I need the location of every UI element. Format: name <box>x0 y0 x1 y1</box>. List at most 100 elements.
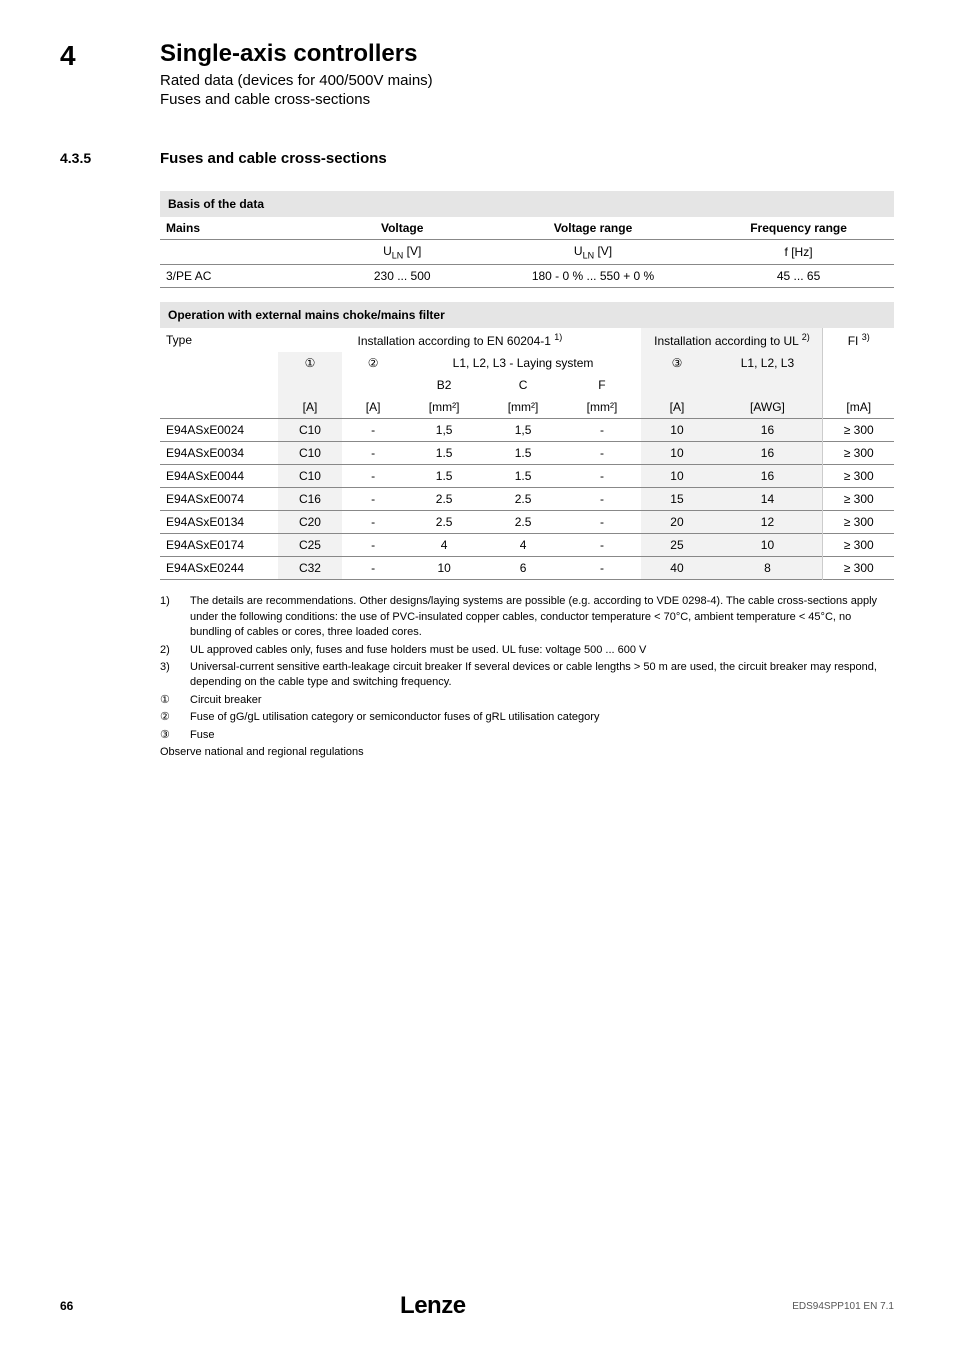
table-row: E94ASxE0174C25-44-2510≥ 300 <box>160 534 894 557</box>
footnote-row: 2) UL approved cables only, fuses and fus… <box>160 643 894 658</box>
table-cell: E94ASxE0024 <box>160 419 278 442</box>
table-cell: 12 <box>712 511 822 534</box>
brand-logo: Lenze <box>400 1292 466 1320</box>
table-cell: C20 <box>278 511 341 534</box>
table-cell: ≥ 300 <box>823 465 894 488</box>
table-cell: E94ASxE0174 <box>160 534 278 557</box>
table-cell: - <box>342 534 405 557</box>
table-cell: - <box>342 419 405 442</box>
table-cell: 10 <box>405 557 484 580</box>
table-cell: 25 <box>641 534 712 557</box>
footnote-text: Universal-current sensitive earth-leakag… <box>190 660 894 691</box>
table-cell: 2.5 <box>405 488 484 511</box>
t2-h2-c2: ② <box>342 352 405 374</box>
t2-h4-ma: [mA] <box>823 396 894 419</box>
t2-h-type: Type <box>160 328 278 352</box>
table-cell: C32 <box>278 557 341 580</box>
table-cell: 2.5 <box>484 511 563 534</box>
section-title: Fuses and cable cross-sections <box>160 150 387 167</box>
table-cell: - <box>563 557 642 580</box>
footnote-key: ③ <box>160 728 178 743</box>
table-cell: - <box>342 465 405 488</box>
table-cell: 16 <box>712 465 822 488</box>
table-row: E94ASxE0044C10-1.51.5-1016≥ 300 <box>160 465 894 488</box>
table-cell: 6 <box>484 557 563 580</box>
footnote-key: ① <box>160 693 178 708</box>
table-cell: C10 <box>278 465 341 488</box>
table-cell: - <box>342 557 405 580</box>
table-cell: 8 <box>712 557 822 580</box>
table-cell: 10 <box>712 534 822 557</box>
table-cell: 15 <box>641 488 712 511</box>
page-footer: 66 Lenze EDS94SPP101 EN 7.1 <box>0 1292 954 1320</box>
footnote-text: Fuse <box>190 728 894 743</box>
doc-id: EDS94SPP101 EN 7.1 <box>792 1301 894 1312</box>
t2-h-en: Installation according to EN 60204-1 1) <box>278 328 641 352</box>
table-cell: E94ASxE0074 <box>160 488 278 511</box>
t2-h3-c: C <box>484 374 563 396</box>
t2-h4-mm3: [mm²] <box>563 396 642 419</box>
footnote-text: Circuit breaker <box>190 693 894 708</box>
footnote-key: 2) <box>160 643 178 658</box>
table1-h-freq: Frequency range <box>703 217 894 240</box>
table2-title: Operation with external mains choke/main… <box>160 302 894 328</box>
t2-h4-a3: [A] <box>641 396 712 419</box>
chapter-subtitle-2: Fuses and cable cross-sections <box>160 91 894 108</box>
chapter-subtitle-1: Rated data (devices for 400/500V mains) <box>160 72 894 89</box>
footnote-key: ② <box>160 710 178 725</box>
table-cell: 16 <box>712 442 822 465</box>
t2-h2-c1: ① <box>278 352 341 374</box>
footnote-key: 1) <box>160 594 178 640</box>
t2-h-fi: FI 3) <box>823 328 894 352</box>
table1-r-range: 180 - 0 % ... 550 + 0 % <box>483 265 703 288</box>
table-cell: - <box>563 488 642 511</box>
table1-title: Basis of the data <box>160 191 894 217</box>
footnote-key: 3) <box>160 660 178 691</box>
table-cell: C10 <box>278 419 341 442</box>
t2-h2-laying: L1, L2, L3 - Laying system <box>405 352 642 374</box>
t2-h4-a1: [A] <box>278 396 341 419</box>
table1-u-voltage: ULN [V] <box>321 240 482 265</box>
table-cell: 10 <box>641 419 712 442</box>
table-cell: E94ASxE0034 <box>160 442 278 465</box>
t2-h4-awg: [AWG] <box>712 396 822 419</box>
table-cell: 40 <box>641 557 712 580</box>
table-cell: 4 <box>484 534 563 557</box>
table-cell: - <box>563 511 642 534</box>
table-cell: 2.5 <box>405 511 484 534</box>
footnote-text: UL approved cables only, fuses and fuse … <box>190 643 894 658</box>
table1-h-voltage: Voltage <box>321 217 482 240</box>
table-cell: 16 <box>712 419 822 442</box>
t2-h3-f: F <box>563 374 642 396</box>
table-cell: 4 <box>405 534 484 557</box>
table-cell: ≥ 300 <box>823 419 894 442</box>
table-cell: ≥ 300 <box>823 488 894 511</box>
table-cell: C16 <box>278 488 341 511</box>
t2-h3-b2: B2 <box>405 374 484 396</box>
table-cell: - <box>563 442 642 465</box>
table1-u-blank <box>160 240 321 265</box>
table-cell: E94ASxE0044 <box>160 465 278 488</box>
table-cell: - <box>342 511 405 534</box>
chapter-title: Single-axis controllers <box>160 40 894 68</box>
table-row: E94ASxE0034C10-1.51.5-1016≥ 300 <box>160 442 894 465</box>
table-cell: ≥ 300 <box>823 442 894 465</box>
footnote-row: 1)The details are recommendations. Other… <box>160 594 894 640</box>
page-number: 66 <box>60 1299 73 1313</box>
table-cell: ≥ 300 <box>823 511 894 534</box>
fuse-table: Type Installation according to EN 60204-… <box>160 328 894 580</box>
table1-h-range: Voltage range <box>483 217 703 240</box>
table-row: E94ASxE0134C20-2.52.5-2012≥ 300 <box>160 511 894 534</box>
t2-h4-mm1: [mm²] <box>405 396 484 419</box>
table-cell: E94ASxE0244 <box>160 557 278 580</box>
table-cell: C25 <box>278 534 341 557</box>
chapter-number: 4 <box>60 40 100 72</box>
notes-final: Observe national and regional regulation… <box>160 745 894 760</box>
section-number: 4.3.5 <box>60 150 100 166</box>
t2-h4-mm2: [mm²] <box>484 396 563 419</box>
table1-u-freq: f [Hz] <box>703 240 894 265</box>
table-row: E94ASxE0024C10-1,51,5-1016≥ 300 <box>160 419 894 442</box>
table-cell: E94ASxE0134 <box>160 511 278 534</box>
table-row: E94ASxE0244C32-106-408≥ 300 <box>160 557 894 580</box>
table-cell: 2.5 <box>484 488 563 511</box>
